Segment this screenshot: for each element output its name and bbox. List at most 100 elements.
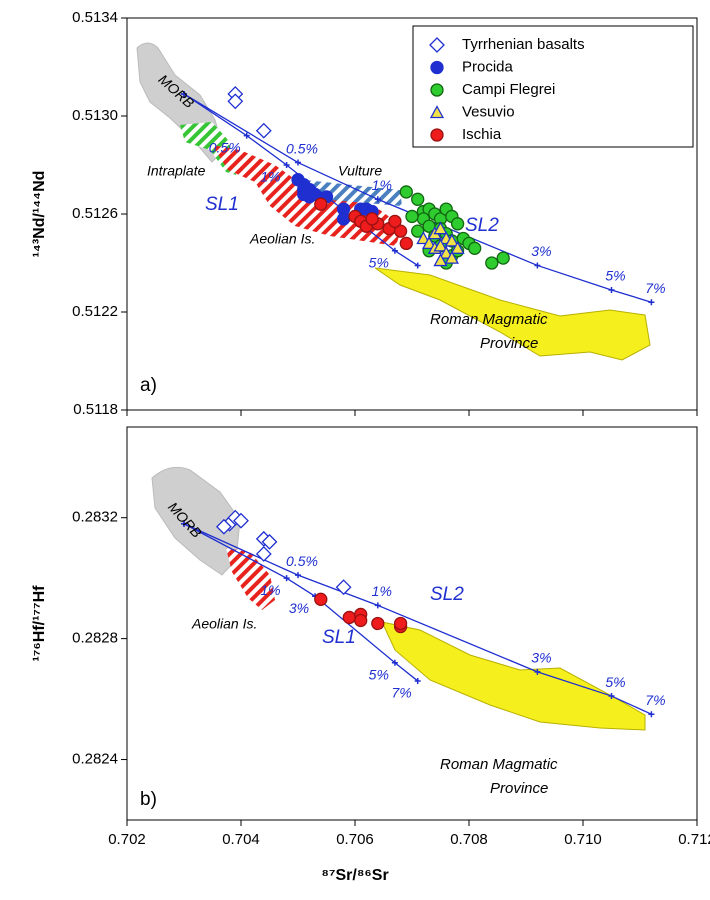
point: [450, 240, 465, 254]
mix-label: 3%: [531, 243, 551, 259]
point: [388, 214, 402, 229]
mix-label: 1%: [372, 177, 392, 193]
point: [422, 236, 437, 250]
point: [261, 533, 278, 550]
legend-marker: [430, 83, 444, 97]
point: [411, 192, 425, 206]
point: [314, 197, 328, 211]
mixing-tick: [391, 247, 398, 254]
point: [342, 610, 356, 625]
point: [365, 212, 379, 226]
annotation: Province: [480, 335, 538, 352]
mixing-tick: [414, 677, 421, 684]
point: [433, 238, 448, 252]
mixing-tick: [374, 196, 381, 203]
mixing-tick: [534, 262, 541, 269]
point: [371, 616, 385, 631]
mixing-tick: [243, 132, 250, 139]
point: [393, 616, 408, 631]
mix-label: 5%: [369, 667, 389, 683]
y-axis-label: ¹⁴³Nd/¹⁴⁴Nd: [31, 171, 48, 258]
legend-box: [412, 25, 694, 148]
point: [485, 256, 499, 270]
y-tick-label: 0.2832: [72, 509, 118, 526]
legend-marker: [429, 105, 445, 119]
legend-marker: [430, 60, 444, 75]
x-tick-label: 0.704: [222, 831, 260, 848]
mixing-tick: [295, 572, 301, 579]
mixing-line: [183, 523, 652, 715]
mix-label: 7%: [645, 280, 665, 296]
point: [314, 592, 328, 606]
y-tick-label: 0.5130: [72, 107, 118, 124]
x-tick-label: 0.706: [336, 831, 374, 848]
point: [227, 93, 244, 110]
mixing-tick: [391, 659, 398, 666]
mix-label: 3%: [289, 600, 309, 616]
legend-label: Tyrrhenian basalts: [462, 36, 585, 53]
x-tick-label: 0.712: [678, 831, 710, 848]
legend-label: Ischia: [462, 126, 502, 143]
y-tick-label: 0.5122: [72, 303, 118, 320]
line-name: SL2: [465, 215, 499, 236]
annotation: Aeolian Is.: [191, 616, 257, 632]
line-name: SL2: [430, 584, 464, 605]
plot-frame: [126, 426, 698, 821]
line-name: SL1: [205, 194, 239, 215]
point: [416, 231, 431, 245]
point: [433, 221, 448, 235]
point: [450, 217, 465, 231]
mix-label: 3%: [531, 650, 551, 666]
point: [335, 579, 352, 596]
mix-label: 7%: [391, 685, 411, 701]
x-tick-label: 0.702: [108, 831, 146, 848]
mix-label: 1%: [260, 582, 280, 598]
annotation: Roman Magmatic: [430, 311, 548, 328]
mixing-tick: [283, 575, 290, 582]
mix-label: 5%: [605, 674, 625, 690]
mix-label: 1%: [260, 169, 280, 185]
mixing-tick: [608, 286, 615, 293]
mixing-tick: [608, 693, 615, 700]
mix-label: 5%: [605, 268, 625, 284]
mixing-tick: [374, 602, 381, 609]
point: [336, 212, 351, 226]
y-tick-label: 0.5118: [73, 401, 118, 418]
mixing-tick: [295, 159, 301, 166]
legend-label: Procida: [462, 58, 514, 75]
point: [399, 236, 413, 251]
mixing-tick: [648, 711, 655, 718]
y-tick-label: 0.5126: [72, 205, 118, 222]
panel-label: a): [140, 375, 157, 396]
mix-label: 0.5%: [209, 139, 241, 155]
legend-label: Vesuvio: [462, 103, 515, 120]
point: [399, 185, 413, 199]
y-tick-label: 0.2828: [72, 630, 118, 647]
annotation: Aeolian Is.: [249, 231, 315, 247]
y-tick-label: 0.5134: [72, 9, 118, 26]
point: [433, 253, 448, 267]
point: [444, 233, 459, 247]
roman-field: [374, 267, 651, 361]
mixing-tick: [181, 520, 187, 527]
mix-label: 7%: [645, 692, 665, 708]
point: [496, 251, 510, 265]
mix-label: 0.5%: [286, 140, 318, 156]
mixing-tick: [283, 162, 290, 168]
point: [393, 224, 408, 238]
legend-marker: [429, 37, 445, 53]
panel-label: b): [140, 789, 157, 810]
mixing-tick: [181, 90, 187, 97]
annotation: Intraplate: [147, 163, 206, 179]
annotation: Vulture: [338, 163, 382, 179]
point: [233, 512, 249, 529]
x-axis-label: ⁸⁷Sr/⁸⁶Sr: [321, 867, 388, 884]
annotation: Roman Magmatic: [440, 756, 558, 773]
aeolian-field: [226, 548, 275, 610]
point: [255, 122, 272, 139]
annotation: Province: [490, 780, 548, 797]
point: [411, 224, 425, 238]
mix-label: 5%: [369, 254, 389, 270]
intraplate-field: [180, 122, 236, 175]
